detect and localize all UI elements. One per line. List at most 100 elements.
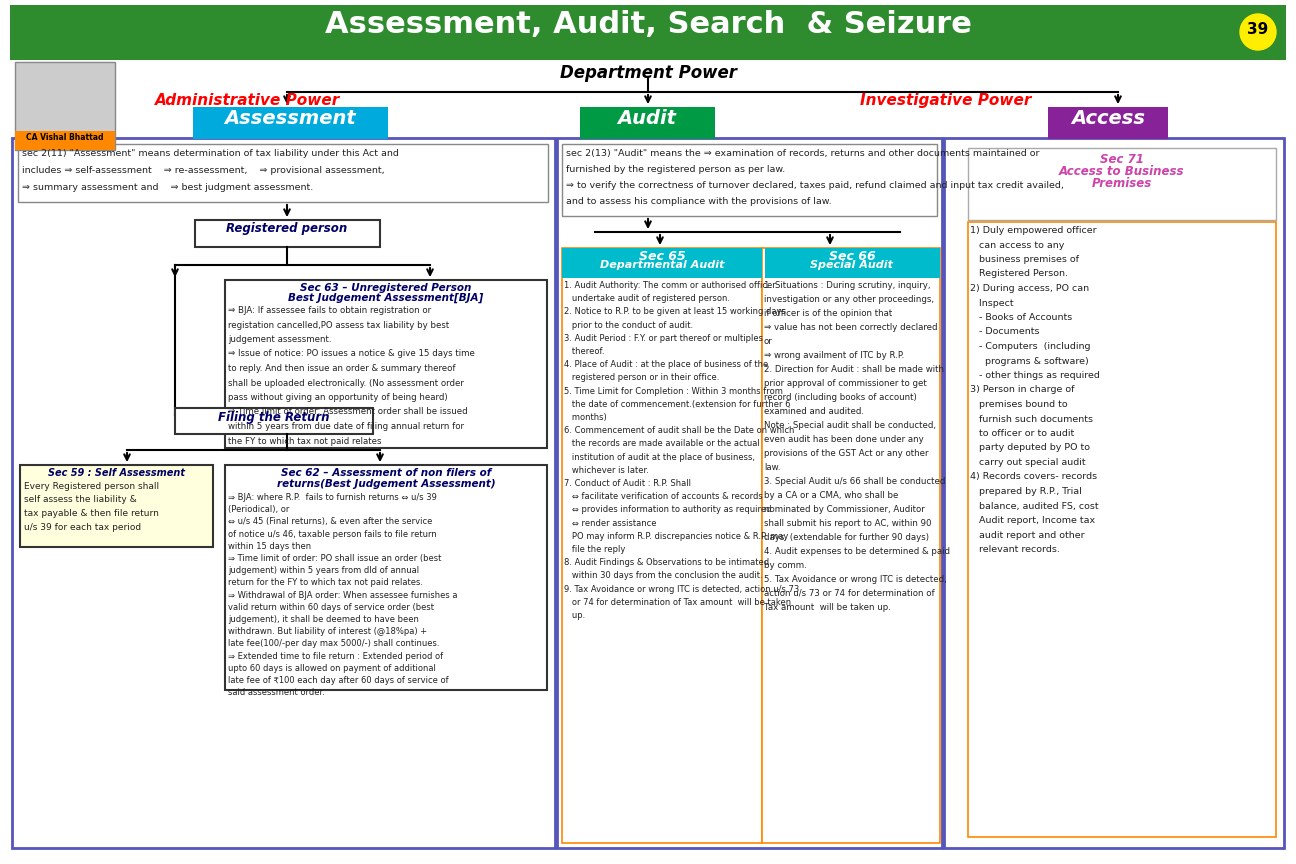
Text: Investigative Power: Investigative Power (861, 93, 1032, 108)
Text: file the reply: file the reply (564, 545, 626, 554)
Text: registered person or in their office.: registered person or in their office. (564, 373, 719, 383)
Text: ⇔ render assistance: ⇔ render assistance (564, 518, 657, 528)
Text: prepared by R.P., Trial: prepared by R.P., Trial (969, 487, 1082, 496)
Text: months): months) (564, 413, 607, 422)
Text: ⇒ value has not been correctly declared: ⇒ value has not been correctly declared (765, 323, 937, 332)
Text: ⇒ BJA: If assessee fails to obtain registration or: ⇒ BJA: If assessee fails to obtain regis… (228, 306, 432, 315)
Bar (562, 144, 937, 216)
Text: 8. Audit Findings & Observations to be intimated: 8. Audit Findings & Observations to be i… (564, 558, 769, 567)
Text: 2. Direction for Audit : shall be made with: 2. Direction for Audit : shall be made w… (765, 365, 943, 374)
Text: record (including books of account): record (including books of account) (765, 393, 916, 402)
Text: Sec 62 – Assessment of non filers of: Sec 62 – Assessment of non filers of (281, 468, 491, 478)
Text: Registered person: Registered person (227, 222, 347, 235)
Bar (968, 148, 1277, 220)
Text: furnished by the registered person as per law.: furnished by the registered person as pe… (566, 165, 785, 174)
Text: self assess the liability &: self assess the liability & (25, 495, 137, 505)
Text: even audit has been done under any: even audit has been done under any (765, 435, 924, 444)
Text: ⇒ Time limit of order: Assessment order shall be issued: ⇒ Time limit of order: Assessment order … (228, 408, 468, 416)
Text: programs & software): programs & software) (969, 357, 1089, 365)
Text: u/s 39 for each tax period: u/s 39 for each tax period (25, 523, 141, 531)
Text: within 15 days then: within 15 days then (228, 542, 311, 551)
Bar (562, 248, 762, 843)
Text: 7. Conduct of Audit : R.P. Shall: 7. Conduct of Audit : R.P. Shall (564, 479, 691, 488)
Text: 1. Audit Authority: The comm or authorised officer: 1. Audit Authority: The comm or authoris… (564, 281, 776, 290)
Text: to officer or to audit: to officer or to audit (969, 429, 1074, 438)
Text: valid return within 60 days of service order (best: valid return within 60 days of service o… (228, 603, 434, 612)
Text: Administrative Power: Administrative Power (156, 93, 341, 108)
Text: Special Audit: Special Audit (810, 260, 893, 270)
Text: business premises of: business premises of (969, 255, 1080, 264)
Text: Sec 65: Sec 65 (639, 250, 686, 263)
Text: - other things as required: - other things as required (969, 371, 1100, 380)
Text: said assessment order.: said assessment order. (228, 689, 325, 697)
Text: ⇒ Extended time to file return : Extended period of: ⇒ Extended time to file return : Extende… (228, 651, 443, 661)
Text: CA Vishal Bhattad: CA Vishal Bhattad (26, 133, 104, 142)
Text: 2) During access, PO can: 2) During access, PO can (969, 284, 1089, 293)
Text: Sec 71: Sec 71 (1100, 153, 1144, 166)
Text: return for the FY to which tax not paid relates.: return for the FY to which tax not paid … (228, 578, 422, 588)
Text: Departmental Audit: Departmental Audit (600, 260, 724, 270)
Text: within 30 days from the conclusion the audit.: within 30 days from the conclusion the a… (564, 571, 762, 581)
Text: action u/s 73 or 74 for determination of: action u/s 73 or 74 for determination of (765, 589, 934, 598)
Text: of notice u/s 46, taxable person fails to file return: of notice u/s 46, taxable person fails t… (228, 530, 437, 538)
Text: 3. Special Audit u/s 66 shall be conducted: 3. Special Audit u/s 66 shall be conduct… (765, 477, 945, 486)
Text: 9. Tax Avoidance or wrong ITC is detected, action u/s 73: 9. Tax Avoidance or wrong ITC is detecte… (564, 585, 800, 594)
Text: by a CA or a CMA, who shall be: by a CA or a CMA, who shall be (765, 491, 898, 500)
Text: judgement), it shall be deemed to have been: judgement), it shall be deemed to have b… (228, 615, 419, 624)
Text: ⇒ Issue of notice: PO issues a notice & give 15 days time: ⇒ Issue of notice: PO issues a notice & … (228, 350, 474, 359)
Text: up.: up. (564, 611, 586, 620)
Text: 1. Situations : During scrutiny, inquiry,: 1. Situations : During scrutiny, inquiry… (765, 281, 931, 290)
Text: furnish such documents: furnish such documents (969, 415, 1093, 423)
Text: Filing the Return: Filing the Return (218, 411, 329, 424)
Text: - Computers  (including: - Computers (including (969, 342, 1090, 351)
Text: Every Registered person shall: Every Registered person shall (25, 482, 159, 491)
Text: returns(Best Judgement Assessment): returns(Best Judgement Assessment) (276, 479, 495, 489)
Text: whichever is later.: whichever is later. (564, 466, 649, 475)
Text: late fee of ₹100 each day after 60 days of service of: late fee of ₹100 each day after 60 days … (228, 676, 448, 685)
Text: (Periodical), or: (Periodical), or (228, 505, 289, 514)
Text: 1) Duly empowered officer: 1) Duly empowered officer (969, 226, 1096, 235)
Text: if officer is of the opinion that: if officer is of the opinion that (765, 309, 892, 318)
Text: shall submit his report to AC, within 90: shall submit his report to AC, within 90 (765, 519, 932, 528)
Bar (1048, 107, 1168, 139)
Text: or: or (765, 337, 772, 346)
Bar (968, 222, 1277, 837)
Text: 5. Tax Avoidance or wrong ITC is detected,: 5. Tax Avoidance or wrong ITC is detecte… (765, 575, 947, 584)
Bar (226, 465, 547, 690)
Bar (12, 138, 555, 848)
Text: tax payable & then file return: tax payable & then file return (25, 509, 159, 518)
Text: Assessment: Assessment (224, 109, 356, 128)
Text: Note : Special audit shall be conducted,: Note : Special audit shall be conducted, (765, 421, 936, 430)
Text: ⇒ BJA: where R.P.  fails to furnish returns ⇔ u/s 39: ⇒ BJA: where R.P. fails to furnish retur… (228, 493, 437, 502)
Text: law.: law. (765, 463, 780, 472)
Bar (10, 5, 1286, 60)
Bar (175, 408, 373, 434)
Text: audit report and other: audit report and other (969, 530, 1085, 539)
Circle shape (1240, 14, 1277, 50)
Text: 2. Notice to R.P. to be given at least 15 working days: 2. Notice to R.P. to be given at least 1… (564, 308, 785, 316)
Text: 6. Commencement of audit shall be the Date on which: 6. Commencement of audit shall be the Da… (564, 426, 794, 435)
Text: Audit report, Income tax: Audit report, Income tax (969, 516, 1095, 525)
Text: the records are made available or the actual: the records are made available or the ac… (564, 440, 759, 448)
Text: 5. Time Limit for Completion : Within 3 months from: 5. Time Limit for Completion : Within 3 … (564, 386, 783, 396)
Bar (557, 138, 942, 848)
Text: sec 2(11) "Assessment" means determination of tax liability under this Act and: sec 2(11) "Assessment" means determinati… (22, 149, 399, 158)
Text: pass without giving an opportunity of being heard): pass without giving an opportunity of be… (228, 393, 447, 402)
Text: VSMART
ACADEMY: VSMART ACADEMY (307, 281, 753, 619)
Text: Best Judgement Assessment[BJA]: Best Judgement Assessment[BJA] (289, 293, 483, 303)
Text: nominated by Commissioner, Auditor: nominated by Commissioner, Auditor (765, 505, 925, 514)
Bar (18, 144, 548, 202)
Text: institution of audit at the place of business,: institution of audit at the place of bus… (564, 453, 756, 461)
Bar (19, 465, 213, 547)
Text: ⇒ Withdrawal of BJA order: When assessee furnishes a: ⇒ Withdrawal of BJA order: When assessee… (228, 591, 457, 600)
Text: examined and audited.: examined and audited. (765, 407, 864, 416)
Text: Assessment, Audit, Search  & Seizure: Assessment, Audit, Search & Seizure (324, 10, 972, 39)
Bar (193, 107, 388, 139)
Text: days. (extendable for further 90 days): days. (extendable for further 90 days) (765, 533, 929, 542)
Text: by comm.: by comm. (765, 561, 806, 570)
Text: within 5 years from due date of filing annual return for: within 5 years from due date of filing a… (228, 422, 464, 431)
Text: carry out special audit: carry out special audit (969, 458, 1086, 467)
Text: PO may inform R.P. discrepancies notice & R.P. may: PO may inform R.P. discrepancies notice … (564, 532, 788, 541)
Text: Access to Business: Access to Business (1059, 165, 1185, 178)
Text: relevant records.: relevant records. (969, 545, 1060, 554)
